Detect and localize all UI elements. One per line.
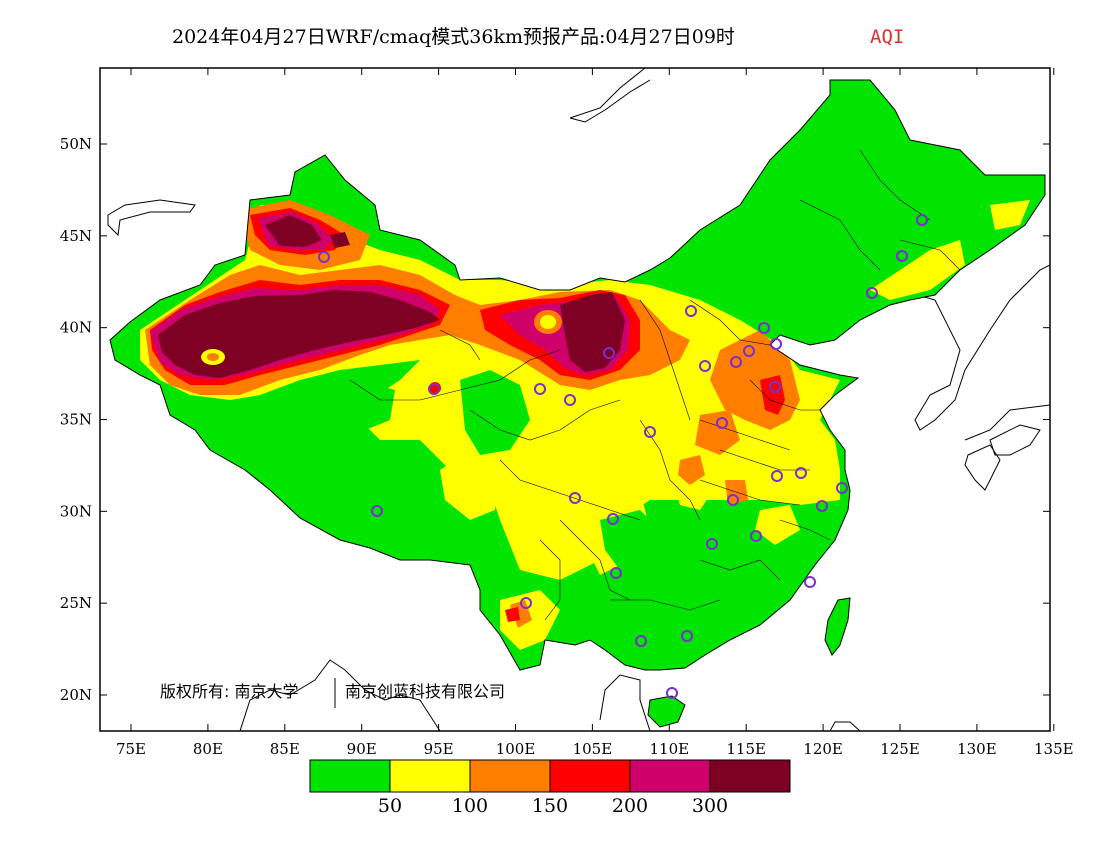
longitude-axis: 75E 80E 85E 90E 95E 100E 105E 110E 115E 120E 125E 1… [116, 68, 1074, 758]
station-marker [685, 305, 697, 317]
station-marker [318, 251, 330, 263]
lat-tick-label: 45N [60, 227, 92, 245]
colorbar-label: 150 [532, 795, 568, 817]
lon-tick-label: 75E [116, 740, 146, 758]
station-marker [795, 467, 807, 479]
taiwan-island [824, 597, 851, 656]
station-marker [730, 356, 742, 368]
lon-tick-label: 135E [1034, 740, 1074, 758]
station-marker [758, 322, 770, 334]
station-marker [564, 394, 576, 406]
station-marker [769, 381, 781, 393]
station-marker [706, 538, 718, 550]
copyright-text-2: 南京创蓝科技有限公司 [345, 682, 505, 701]
colorbar-label: 50 [378, 795, 402, 817]
station-marker [520, 597, 532, 609]
colorbar-label: 100 [452, 795, 488, 817]
coastlines [107, 68, 1050, 731]
lat-tick-label: 40N [60, 319, 92, 337]
province-boundaries [349, 149, 961, 621]
station-marker [716, 417, 728, 429]
station-marker [610, 567, 622, 579]
station-marker [916, 214, 928, 226]
lon-tick-label: 80E [193, 740, 223, 758]
station-marker [635, 635, 647, 647]
station-marker [666, 687, 678, 699]
plot-frame [99, 67, 1051, 732]
station-marker [750, 530, 762, 542]
lat-tick-label: 25N [60, 594, 92, 612]
lon-tick-label: 125E [880, 740, 920, 758]
station-marker [866, 287, 878, 299]
lon-tick-label: 85E [270, 740, 300, 758]
lat-tick-label: 50N [60, 135, 92, 153]
station-marker [371, 505, 383, 517]
colorbar-label: 300 [692, 795, 728, 817]
station-marker [569, 492, 581, 504]
station-marker [699, 360, 711, 372]
lat-tick-label: 30N [60, 502, 92, 520]
colorbar-swatch [469, 759, 551, 793]
map-variable-label: AQI [870, 26, 904, 48]
station-marker [836, 482, 848, 494]
lon-tick-label: 95E [424, 740, 454, 758]
lon-tick-label: 100E [496, 740, 536, 758]
lon-tick-label: 90E [347, 740, 377, 758]
lat-tick-label: 35N [60, 411, 92, 429]
latitude-axis: 20N 25N 30N 35N 40N 45N 50N [60, 135, 1050, 704]
lon-tick-label: 120E [803, 740, 843, 758]
station-marker [644, 426, 656, 438]
colorbar-swatch [309, 759, 391, 793]
china-border [109, 79, 1046, 671]
station-marker [770, 338, 782, 350]
station-marker [534, 383, 546, 395]
station-marker [603, 347, 615, 359]
station-marker [743, 345, 755, 357]
copyright-text: 版权所有: 南京大学 [160, 682, 298, 701]
lon-tick-label: 105E [573, 740, 613, 758]
station-marker [428, 383, 440, 395]
colorbar-swatch [629, 759, 711, 793]
lon-tick-label: 130E [957, 740, 997, 758]
hainan-island [647, 695, 686, 728]
aqi-band-good-pockets [350, 370, 760, 580]
station-markers [318, 214, 928, 699]
colorbar-swatch [709, 759, 791, 793]
station-marker [607, 513, 619, 525]
station-marker [771, 470, 783, 482]
station-marker [727, 494, 739, 506]
lon-tick-label: 115E [726, 740, 766, 758]
station-marker [896, 250, 908, 262]
lat-tick-label: 20N [60, 686, 92, 704]
station-marker [681, 630, 693, 642]
colorbar-label: 200 [612, 795, 648, 817]
colorbar-swatch [549, 759, 631, 793]
lon-tick-label: 110E [650, 740, 690, 758]
aqi-band-hazardous [158, 215, 625, 378]
aqi-colorbar: 50 100 150 200 300 [309, 759, 791, 817]
station-marker [816, 500, 828, 512]
colorbar-swatch [389, 759, 471, 793]
map-title: 2024年04月27日WRF/cmaq模式36km预报产品:04月27日09时 [172, 26, 735, 48]
station-marker [804, 576, 816, 588]
